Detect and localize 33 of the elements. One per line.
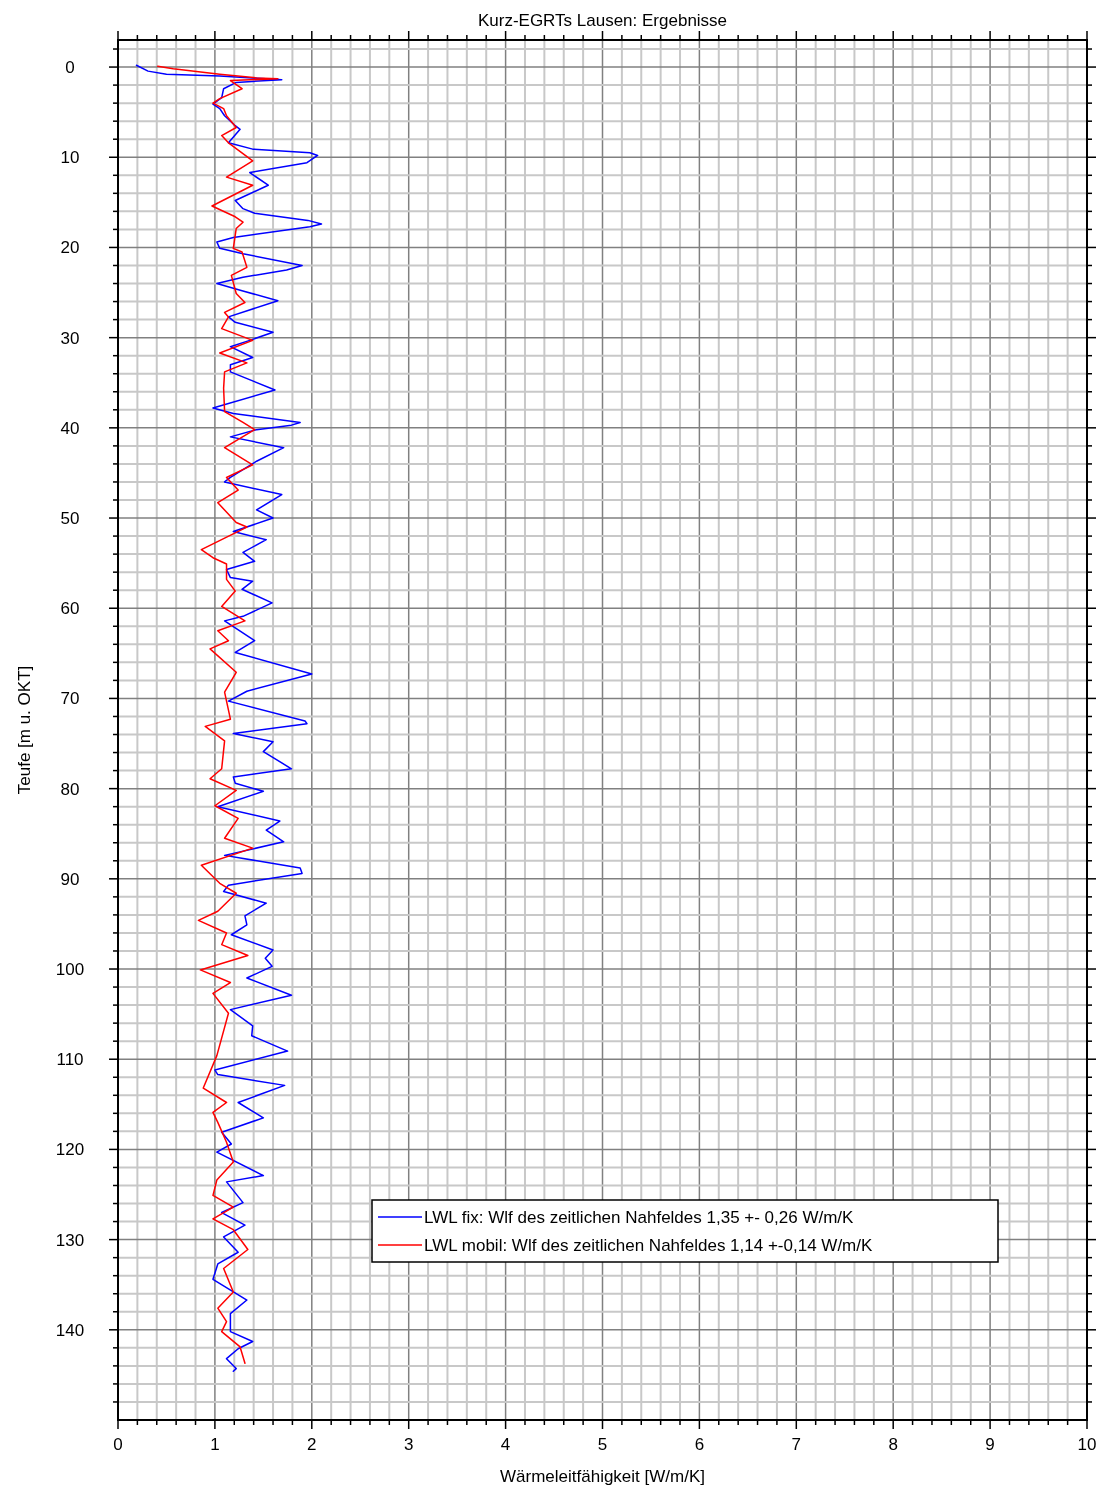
y-tick-label: 0 (65, 58, 75, 78)
y-tick-label: 40 (60, 418, 80, 438)
x-tick-label: 8 (888, 1435, 898, 1454)
legend-label: LWL fix: Wlf des zeitlichen Nahfeldes 1,35 +- 0,26 W/m/K (424, 1208, 855, 1227)
x-tick-label: 10 (1077, 1435, 1097, 1454)
x-tick-label: 3 (403, 1435, 414, 1454)
line-series (156, 65, 279, 1364)
y-tick-label: 10 (60, 148, 80, 168)
y-tick-label: 90 (60, 869, 80, 889)
y-tick-label: 140 (55, 1320, 85, 1340)
y-tick-label: 110 (56, 1050, 84, 1070)
x-tick-label: 2 (307, 1435, 317, 1454)
y-axis-title: Teufe [m u. OKT] (15, 665, 34, 795)
y-tick-label: 20 (60, 238, 80, 258)
x-tick-label: 0 (113, 1435, 123, 1454)
y-tick-label: 130 (55, 1230, 85, 1250)
y-tick-label: 30 (60, 328, 80, 348)
y-tick-label: 60 (60, 599, 80, 619)
x-tick-label: 1 (210, 1435, 220, 1454)
y-tick-label: 80 (60, 779, 80, 799)
x-tick-label: 5 (597, 1435, 608, 1454)
y-tick-label: 50 (60, 509, 80, 529)
y-tick-label: 100 (55, 960, 85, 980)
legend-label: LWL mobil: Wlf des zeitlichen Nahfeldes 1,14 +-0,14 W/m/K (424, 1236, 873, 1255)
y-tick-label: 70 (60, 689, 80, 709)
x-tick-label: 7 (791, 1435, 802, 1454)
x-tick-label: 4 (500, 1435, 511, 1454)
line-series (135, 64, 323, 1373)
chart-title: Kurz-EGRTs Lausen: Ergebnisse (477, 11, 728, 30)
x-axis-title: Wärmeleitfähigkeit [W/m/K] (500, 1467, 705, 1486)
x-tick-label: 6 (694, 1435, 705, 1454)
y-tick-label: 120 (55, 1140, 85, 1160)
x-tick-label: 9 (985, 1435, 995, 1454)
